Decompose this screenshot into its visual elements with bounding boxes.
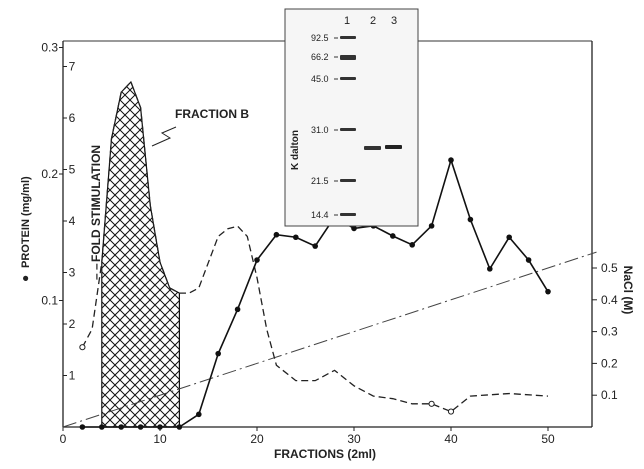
protein-point (293, 234, 299, 241)
gel-lane-label: 1 (344, 15, 350, 27)
x-tick-label: 30 (347, 432, 361, 446)
fold-tick-label: 5 (69, 163, 76, 177)
gel-lane-label: 3 (391, 15, 397, 27)
protein-point (312, 243, 319, 249)
fold-axis-title: FOLD STIMULATION (89, 145, 103, 262)
protein-point (118, 424, 124, 430)
fold-axis-title-group: – – FOLD STIMULATION (89, 145, 103, 280)
protein-point (428, 223, 435, 229)
protein-point (390, 233, 396, 239)
gel-ladder-band (340, 213, 356, 216)
protein-point (409, 242, 416, 248)
protein-point (79, 424, 86, 430)
protein-point (525, 257, 532, 263)
gel-marker-label: 66.2 (311, 52, 329, 62)
x-tick-label: 10 (153, 432, 167, 446)
gel-lane-layer: 1 2 3 92.5 66.2 45.0 31.0 21.5 14.4 (311, 15, 402, 220)
protein-point (351, 225, 357, 232)
nacl-tick-label: 0.2 (601, 356, 618, 370)
protein-axis-title-group: ● PROTEIN (mg/ml) (18, 176, 32, 282)
gel-ladder-band (340, 77, 356, 80)
protein-point (487, 266, 493, 272)
gel-sample-band-lane-2 (364, 146, 381, 150)
gel-ladder-band (340, 36, 356, 39)
protein-point (545, 288, 551, 295)
fraction-b-shade-layer (101, 80, 180, 428)
gel-ladder-band (340, 179, 356, 182)
gel-marker-label: 14.4 (311, 210, 329, 220)
nacl-tick-label: 0.1 (601, 388, 618, 402)
gel-ladder-band (340, 128, 356, 131)
protein-point (215, 350, 221, 357)
protein-point (506, 234, 512, 241)
gel-ladder-band (340, 55, 356, 60)
x-tick-label: 50 (541, 432, 555, 446)
fold-tick-label: 3 (69, 266, 76, 280)
gel-marker-label: 31.0 (311, 125, 329, 135)
protein-legend-marker: ● (18, 275, 32, 282)
protein-point (273, 231, 280, 238)
nacl-gradient-line (62, 251, 597, 428)
protein-point (176, 424, 183, 430)
protein-point (448, 157, 454, 163)
nacl-tick-label: 0.4 (601, 293, 618, 307)
gel-lane-label: 2 (370, 15, 376, 27)
nacl-tick-label: 0.5 (601, 261, 618, 275)
fraction-b-label: FRACTION B (175, 107, 249, 121)
protein-point (234, 306, 241, 313)
fold-tick-label: 4 (69, 214, 76, 228)
fold-point (428, 400, 435, 407)
fold-legend-marker: – – (89, 263, 103, 280)
protein-tick-label: 0.3 (41, 41, 58, 55)
protein-tick-label: 0.1 (41, 294, 58, 308)
tick-layer: 0 10 20 30 40 50 0.1 0.2 0.3 1 2 3 4 5 6 7 0.1 0.2 0.3 0.4 0… (41, 41, 618, 447)
gel-sample-band-lane-3 (385, 145, 402, 149)
fold-point (447, 408, 455, 415)
protein-point (467, 216, 474, 223)
x-tick-label: 40 (444, 432, 458, 446)
fold-tick-label: 1 (69, 369, 76, 383)
fraction-b-pointer (151, 126, 177, 147)
protein-point (196, 411, 202, 418)
protein-point (99, 424, 105, 430)
gel-inset: 1 2 3 92.5 66.2 45.0 31.0 21.5 14.4 K dalton (284, 8, 419, 227)
fraction-b-hatched-area (101, 80, 180, 428)
protein-tick-label: 0.2 (41, 167, 58, 181)
x-tick-label: 0 (60, 432, 67, 446)
fold-tick-label: 6 (69, 111, 76, 125)
nacl-axis-title: NaCl (M) (621, 266, 635, 315)
protein-point (137, 424, 144, 430)
protein-point (157, 424, 163, 430)
protein-point (254, 257, 260, 263)
fold-tick-label: 7 (69, 60, 76, 74)
x-tick-label: 20 (250, 432, 264, 446)
protein-axis-title: PROTEIN (mg/ml) (20, 176, 32, 268)
fold-point (79, 344, 86, 351)
nacl-tick-label: 0.3 (601, 325, 618, 339)
fold-tick-label: 2 (69, 317, 76, 331)
gel-axis-label: K dalton (290, 130, 301, 170)
gel-marker-label: 92.5 (311, 33, 329, 43)
gel-marker-label: 45.0 (311, 74, 329, 84)
gel-marker-label: 21.5 (311, 176, 329, 186)
gel-inset-frame (284, 8, 419, 227)
fold-stimulation-line (81, 80, 549, 413)
x-axis-title: FRACTIONS (2ml) (274, 447, 376, 461)
